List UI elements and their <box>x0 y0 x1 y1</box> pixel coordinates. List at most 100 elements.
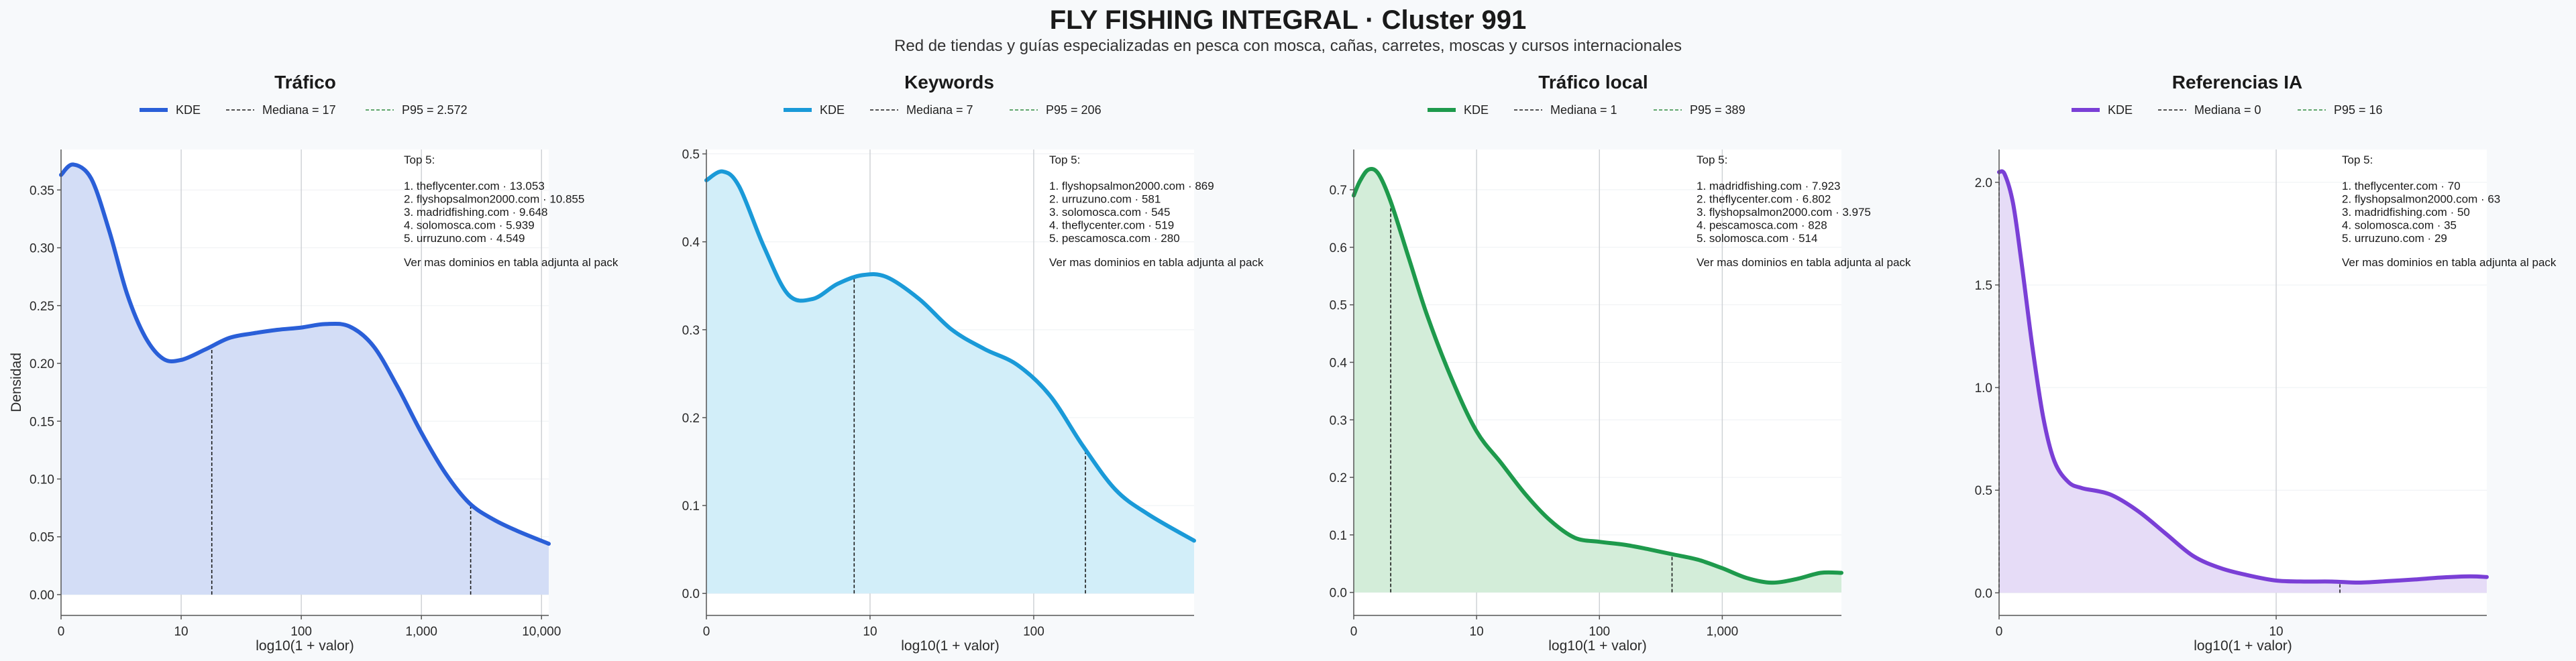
y-tick-label: 0.2 <box>682 412 700 426</box>
annotation-line: 3. madridfishing.com · 50 <box>2342 206 2470 219</box>
y-tick-label: 0.3 <box>1330 414 1347 428</box>
annotation-line: 1. theflycenter.com · 13.053 <box>404 180 545 192</box>
legend-label-median: Mediana = 1 <box>1550 103 1617 117</box>
y-tick-label: 0.6 <box>1330 241 1347 255</box>
kde-area <box>1999 171 2487 593</box>
y-tick-label: 0.4 <box>682 236 700 250</box>
legend: KDE Mediana = 0 P95 = 16 <box>2072 103 2383 117</box>
annotation-line: 3. solomosca.com · 545 <box>1049 206 1170 219</box>
annotation-line: 3. flyshopsalmon2000.com · 3.975 <box>1697 206 1871 219</box>
y-axis-label: Densidad <box>9 353 24 412</box>
top5-annotation: Top 5: 1. theflycenter.com · 702. flyshop… <box>2342 154 2557 269</box>
legend-label-kde: KDE <box>1464 103 1489 117</box>
legend-label-p95: P95 = 16 <box>2334 103 2383 117</box>
x-tick-label: 10 <box>863 625 877 639</box>
y-tick-label: 0.0 <box>1330 587 1347 601</box>
y-tick-label: 0.5 <box>1975 484 1992 498</box>
x-tick-label: 0 <box>703 625 710 639</box>
kde-area <box>61 164 549 595</box>
y-tick-label: 0.20 <box>30 357 54 371</box>
annotation-line: 1. theflycenter.com · 70 <box>2342 180 2461 192</box>
annotation-line: 2. flyshopsalmon2000.com · 10.855 <box>404 193 584 206</box>
y-tick-label: 0.0 <box>682 587 700 601</box>
annotation-line: 2. urruzuno.com · 581 <box>1049 193 1161 206</box>
panel-title: Referencias IA <box>2172 72 2303 93</box>
legend-label-median: Mediana = 0 <box>2194 103 2261 117</box>
legend-label-kde: KDE <box>176 103 201 117</box>
panel-title: Tráfico local <box>1538 72 1648 93</box>
x-tick-label: 10 <box>174 625 188 639</box>
figure-title: FLY FISHING INTEGRAL · Cluster 991 <box>1049 5 1527 35</box>
y-tick-label: 0.3 <box>682 324 700 338</box>
y-tick-label: 0.5 <box>682 148 700 162</box>
annotation-line: 5. pescamosca.com · 280 <box>1049 232 1180 245</box>
y-tick-label: 0.1 <box>682 499 700 514</box>
panel-title: Keywords <box>904 72 994 93</box>
x-axis-label: log10(1 + valor) <box>256 638 354 654</box>
kde-area <box>706 171 1194 594</box>
y-tick-label: 0.5 <box>1330 299 1347 313</box>
x-tick-label: 10 <box>1470 625 1484 639</box>
y-tick-label: 0.30 <box>30 242 54 256</box>
kde-area <box>1354 169 1841 593</box>
chart-svg: 0.00 0.05 0.10 0.15 0.20 0.25 0.30 0.35 0 10 100 1,… <box>9 72 619 654</box>
annotation-footer: Ver mas dominios en tabla adjunta al pac… <box>1697 256 1911 269</box>
y-tick-label: 0.2 <box>1330 471 1347 485</box>
legend: KDE Mediana = 1 P95 = 389 <box>1428 103 1746 117</box>
kde-line <box>704 169 1196 543</box>
x-tick-label: 10 <box>2269 625 2283 639</box>
legend-label-p95: P95 = 389 <box>1690 103 1746 117</box>
y-tick-label: 0.05 <box>30 531 54 545</box>
annotation-line: 4. solomosca.com · 5.939 <box>404 219 535 232</box>
annotation-header: Top 5: <box>404 154 435 166</box>
x-tick-label: 100 <box>1023 625 1044 639</box>
y-tick-label: 0.00 <box>30 589 54 603</box>
annotation-header: Top 5: <box>2342 154 2373 166</box>
chart-svg: 0.0 0.1 0.2 0.3 0.4 0.5 0.6 0.7 0 10 100 1,000 log10… <box>1330 72 1911 654</box>
annotation-line: 2. theflycenter.com · 6.802 <box>1697 193 1831 206</box>
legend-label-median: Mediana = 7 <box>906 103 973 117</box>
x-axis-label: log10(1 + valor) <box>901 638 1000 654</box>
chart-svg: 0.0 0.1 0.2 0.3 0.4 0.5 0 10 100 log10(1 + valor)… <box>682 72 1264 654</box>
kde-line <box>1997 169 2489 585</box>
y-tick-label: 2.0 <box>1975 176 1992 190</box>
legend-label-p95: P95 = 206 <box>1046 103 1102 117</box>
kde-line <box>59 162 551 546</box>
annotation-line: 2. flyshopsalmon2000.com · 63 <box>2342 193 2500 206</box>
x-tick-label: 1,000 <box>1707 625 1739 639</box>
y-tick-label: 0.35 <box>30 184 54 198</box>
annotation-line: 5. urruzuno.com · 29 <box>2342 232 2447 245</box>
x-tick-label: 0 <box>1996 625 2003 639</box>
chart-panel-keywords: 0.0 0.1 0.2 0.3 0.4 0.5 0 10 100 log10(1 + valor)… <box>644 0 1288 661</box>
kde-line <box>1352 167 1843 585</box>
annotation-footer: Ver mas dominios en tabla adjunta al pac… <box>1049 256 1264 269</box>
annotation-line: 4. theflycenter.com · 519 <box>1049 219 1174 232</box>
x-axis-label: log10(1 + valor) <box>1548 638 1647 654</box>
annotation-line: 5. solomosca.com · 514 <box>1697 232 1817 245</box>
y-tick-label: 0.7 <box>1330 184 1347 198</box>
annotation-footer: Ver mas dominios en tabla adjunta al pac… <box>2342 256 2557 269</box>
annotation-header: Top 5: <box>1697 154 1727 166</box>
y-tick-label: 0.1 <box>1330 529 1347 543</box>
annotation-line: 1. madridfishing.com · 7.923 <box>1697 180 1841 192</box>
annotation-line: 5. urruzuno.com · 4.549 <box>404 232 525 245</box>
annotation-header: Top 5: <box>1049 154 1080 166</box>
y-tick-label: 0.4 <box>1330 356 1348 370</box>
y-tick-label: 0.25 <box>30 300 54 314</box>
legend-label-p95: P95 = 2.572 <box>402 103 468 117</box>
chart-panel-referencias-ia: 0.0 0.5 1.0 1.5 2.0 0 10 log10(1 + valor) Refere… <box>1932 0 2576 661</box>
x-tick-label: 1,000 <box>405 625 437 639</box>
y-tick-label: 1.0 <box>1975 381 1992 396</box>
annotation-footer: Ver mas dominios en tabla adjunta al pac… <box>404 256 619 269</box>
x-tick-label: 0 <box>58 625 65 639</box>
y-tick-label: 0.0 <box>1975 587 1992 601</box>
legend: KDE Mediana = 7 P95 = 206 <box>784 103 1102 117</box>
chart-panel-trafico-local: 0.0 0.1 0.2 0.3 0.4 0.5 0.6 0.7 0 10 100 1,000 log10… <box>1288 0 1932 661</box>
chart-panel-trafico: 0.00 0.05 0.10 0.15 0.20 0.25 0.30 0.35 0 10 100 1,… <box>0 0 644 661</box>
legend-label-kde: KDE <box>820 103 845 117</box>
y-tick-label: 1.5 <box>1975 279 1992 293</box>
x-tick-label: 100 <box>1589 625 1610 639</box>
